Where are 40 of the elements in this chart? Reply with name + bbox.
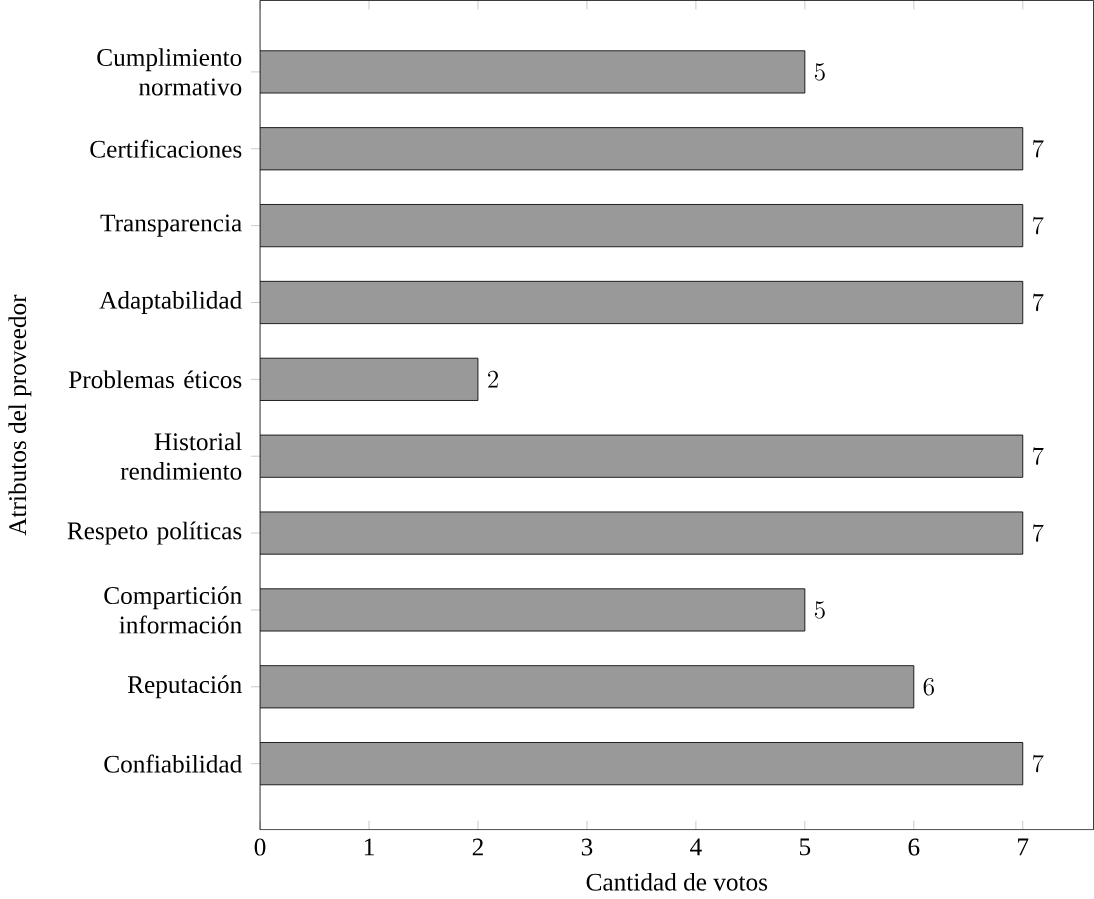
bar	[260, 127, 1024, 171]
bar	[260, 665, 915, 709]
x-tick-label: 7	[1018, 838, 1029, 856]
bar	[260, 511, 1024, 555]
y-tick-label: Confiabilidad	[104, 754, 242, 773]
bar	[260, 357, 479, 401]
x-tick-label: 6	[908, 838, 920, 856]
y-tick-label: Reputación	[127, 675, 242, 699]
data-label: 5	[814, 601, 825, 619]
y-tick-label: Historial rendimiento	[120, 432, 242, 480]
bar	[260, 280, 1024, 324]
y-tick-label: Cumplimiento normativo	[97, 48, 242, 96]
y-axis-title: Atributos del proveedor	[8, 294, 32, 536]
y-tick-label: Adaptabilidad	[99, 290, 242, 314]
bar	[260, 50, 806, 94]
x-tick-label: 2	[472, 838, 483, 856]
x-tick-label: 0	[254, 838, 266, 856]
data-label: 7	[1032, 447, 1044, 465]
y-tick-label: Transparencia	[100, 214, 242, 237]
data-label: 7	[1032, 139, 1044, 158]
data-label: 6	[923, 678, 934, 696]
y-tick-label: Certificaciones	[90, 139, 242, 158]
data-label: 7	[1032, 216, 1044, 235]
bar	[260, 742, 1024, 786]
data-label: 5	[814, 63, 825, 81]
x-tick-label: 4	[690, 838, 702, 856]
bar	[260, 588, 806, 632]
y-tick-label: Problemas éticos	[68, 370, 242, 389]
y-tick-label: Respeto políticas	[67, 521, 242, 545]
data-label: 2	[488, 370, 498, 388]
x-tick-label: 5	[799, 838, 811, 856]
data-label: 7	[1032, 754, 1044, 773]
data-label: 7	[1032, 524, 1044, 542]
data-label: 7	[1032, 293, 1044, 312]
bar	[260, 204, 1024, 248]
x-tick-label: 3	[581, 838, 593, 856]
x-tick-label: 1	[364, 838, 374, 856]
y-tick-label: Compartición información	[104, 586, 242, 634]
bar	[260, 434, 1024, 478]
x-axis-title: Cantidad de votos	[586, 872, 768, 891]
